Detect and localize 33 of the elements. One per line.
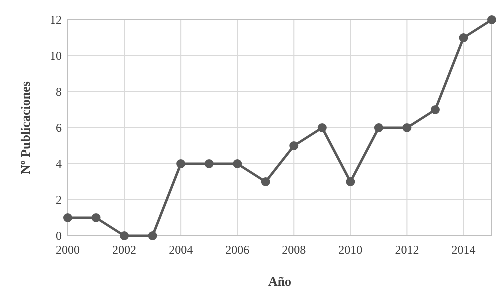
point [430,106,440,114]
point [120,232,130,240]
x-tick-label: 2006 [226,243,250,257]
x-tick-label: 2000 [56,243,80,257]
y-tick-label: 6 [56,121,62,136]
point [176,160,186,168]
point [290,142,299,150]
y-tick-label: 8 [56,85,62,100]
y-tick-label: 12 [50,13,62,28]
y-tick-label: 10 [50,49,62,64]
point [92,214,101,222]
x-tick-label: 2002 [112,243,137,257]
point [233,160,242,168]
point [488,16,496,24]
point [346,178,356,186]
y-tick-label: 2 [56,193,62,208]
point [64,214,72,222]
x-tick-label: 2014 [452,243,476,257]
y-tick-label: 0 [56,229,62,244]
point [459,34,468,42]
x-tick-label: 2004 [169,243,194,257]
y-tick-label: 4 [56,157,62,172]
point [402,124,412,132]
point [148,232,158,240]
point [318,124,327,132]
y-axis-title: Nº Publicaciones [18,82,33,174]
point [374,124,384,132]
point [204,160,214,168]
x-axis-title: Año [268,274,292,289]
x-tick-label: 2010 [338,243,363,257]
x-tick-label: 2012 [395,243,420,257]
point [261,178,270,186]
x-tick-label: 2008 [282,243,306,257]
